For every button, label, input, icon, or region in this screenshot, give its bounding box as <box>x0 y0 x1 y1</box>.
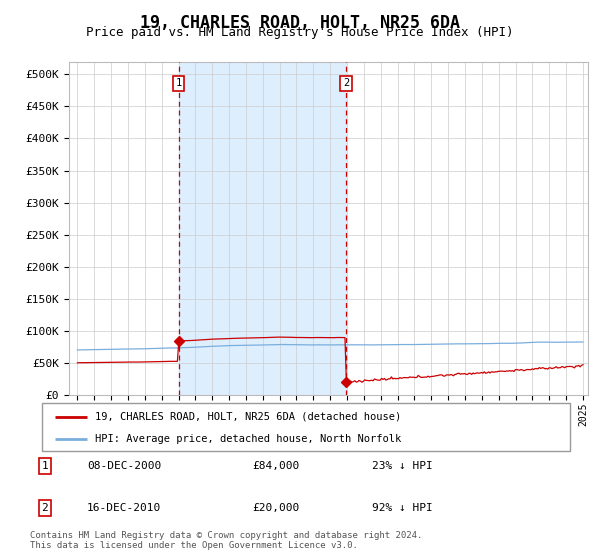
Text: 92% ↓ HPI: 92% ↓ HPI <box>372 503 433 513</box>
Text: HPI: Average price, detached house, North Norfolk: HPI: Average price, detached house, Nort… <box>95 434 401 444</box>
Text: 16-DEC-2010: 16-DEC-2010 <box>87 503 161 513</box>
Text: £20,000: £20,000 <box>252 503 299 513</box>
Text: 1: 1 <box>175 78 182 88</box>
Text: £84,000: £84,000 <box>252 461 299 471</box>
Text: Contains HM Land Registry data © Crown copyright and database right 2024.
This d: Contains HM Land Registry data © Crown c… <box>30 531 422 550</box>
Text: 2: 2 <box>41 503 49 513</box>
Text: 19, CHARLES ROAD, HOLT, NR25 6DA (detached house): 19, CHARLES ROAD, HOLT, NR25 6DA (detach… <box>95 412 401 422</box>
Text: Price paid vs. HM Land Registry's House Price Index (HPI): Price paid vs. HM Land Registry's House … <box>86 26 514 39</box>
Text: 19, CHARLES ROAD, HOLT, NR25 6DA: 19, CHARLES ROAD, HOLT, NR25 6DA <box>140 14 460 32</box>
Text: 23% ↓ HPI: 23% ↓ HPI <box>372 461 433 471</box>
FancyBboxPatch shape <box>42 403 570 451</box>
Text: 08-DEC-2000: 08-DEC-2000 <box>87 461 161 471</box>
Bar <box>179 62 346 395</box>
Text: 1: 1 <box>41 461 49 471</box>
Text: 2: 2 <box>343 78 349 88</box>
